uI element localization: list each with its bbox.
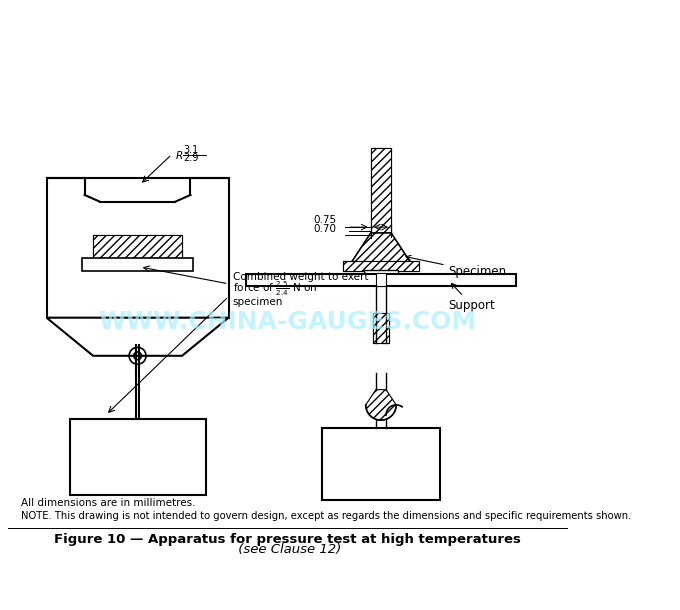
Text: Support: Support (449, 284, 496, 312)
Bar (343, 261, 419, 271)
Polygon shape (366, 390, 396, 420)
Bar (376, 273, 386, 286)
Bar (82, 259, 193, 271)
Text: Specimen: Specimen (406, 256, 507, 278)
Text: (see Clause 12): (see Clause 12) (234, 543, 341, 556)
Bar (93, 235, 182, 259)
Text: specimen: specimen (233, 297, 283, 307)
Bar (70, 419, 206, 495)
Bar (371, 148, 391, 233)
Bar (245, 274, 516, 285)
Bar (322, 428, 440, 500)
Text: force of $\frac{2.5}{2.4}$ N on: force of $\frac{2.5}{2.4}$ N on (233, 280, 317, 298)
Polygon shape (46, 318, 228, 356)
Bar (371, 148, 391, 233)
Text: All dimensions are in millimetres.: All dimensions are in millimetres. (21, 498, 196, 508)
Text: R: R (175, 151, 182, 162)
Text: 3.1: 3.1 (184, 145, 199, 154)
Text: Combined weight to exert: Combined weight to exert (233, 271, 369, 282)
Text: 0.70: 0.70 (313, 224, 336, 234)
Polygon shape (352, 233, 411, 263)
Bar (93, 235, 182, 259)
Text: Figure 10 — Apparatus for pressure test at high temperatures: Figure 10 — Apparatus for pressure test … (54, 533, 522, 546)
Bar (373, 314, 388, 343)
Bar (343, 261, 419, 271)
Bar (373, 314, 388, 343)
Bar (46, 178, 228, 318)
Polygon shape (352, 233, 411, 263)
Text: WWW.CHINA-GAUGES.COM: WWW.CHINA-GAUGES.COM (99, 310, 477, 334)
Text: 2.9: 2.9 (184, 153, 199, 163)
Bar (364, 270, 398, 275)
Text: NOTE. This drawing is not intended to govern design, except as regards the dimen: NOTE. This drawing is not intended to go… (21, 511, 632, 521)
Text: 0.75: 0.75 (313, 215, 337, 225)
